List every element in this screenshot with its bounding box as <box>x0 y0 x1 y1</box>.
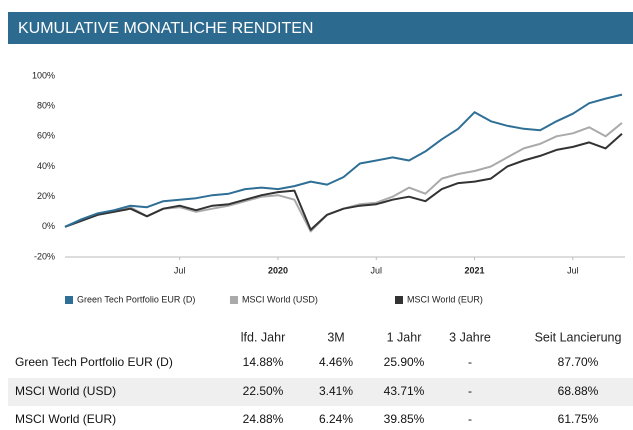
legend-label: Green Tech Portfolio EUR (D) <box>77 294 195 304</box>
table-header: 3 Jahre <box>449 330 491 344</box>
y-tick-label: 80% <box>37 101 55 111</box>
table-header: Seit Lancierung <box>535 330 622 344</box>
table-cell: 68.88% <box>558 384 599 398</box>
legend-swatch <box>65 296 73 304</box>
table-cell: 6.24% <box>319 412 353 426</box>
x-tick-label: Jul <box>174 265 186 275</box>
y-tick-label: 0% <box>42 221 55 231</box>
row-label: MSCI World (EUR) <box>15 412 116 426</box>
x-tick-label: Jul <box>567 265 579 275</box>
table-header: lfd. Jahr <box>241 330 285 344</box>
table-cell: 22.50% <box>243 384 284 398</box>
legend-swatch <box>230 296 238 304</box>
x-tick-label: 2021 <box>465 265 485 275</box>
y-tick-label: 40% <box>37 161 55 171</box>
legend-swatch <box>395 296 403 304</box>
line <box>64 132 623 231</box>
table-cell: 4.46% <box>319 355 353 369</box>
table-cell: 25.90% <box>384 355 425 369</box>
table-header: 3M <box>327 330 344 344</box>
x-tick-label: Jul <box>371 265 383 275</box>
y-tick-label: 100% <box>32 70 55 80</box>
table-cell: 3.41% <box>319 384 353 398</box>
table-cell: 61.75% <box>558 412 599 426</box>
table-cell: - <box>468 355 472 369</box>
table-cell: - <box>468 412 472 426</box>
row-label: MSCI World (USD) <box>15 384 116 398</box>
table-cell: 14.88% <box>243 355 284 369</box>
legend-label: MSCI World (USD) <box>242 294 318 304</box>
y-tick-label: -20% <box>34 251 55 261</box>
table-cell: 87.70% <box>558 355 599 369</box>
y-tick-label: 20% <box>37 191 55 201</box>
table-cell: 39.85% <box>384 412 425 426</box>
table-cell: 43.71% <box>384 384 425 398</box>
x-tick-label: 2020 <box>268 265 288 275</box>
chart-title: KUMULATIVE MONATLICHE RENDITEN <box>18 20 313 37</box>
line <box>64 93 623 228</box>
row-label: Green Tech Portfolio EUR (D) <box>15 355 173 369</box>
title-bar <box>8 12 633 44</box>
table-cell: - <box>468 384 472 398</box>
y-tick-label: 60% <box>37 131 55 141</box>
legend-label: MSCI World (EUR) <box>407 294 483 304</box>
row-band <box>8 378 633 406</box>
table-cell: 24.88% <box>243 412 284 426</box>
table-header: 1 Jahr <box>387 330 422 344</box>
